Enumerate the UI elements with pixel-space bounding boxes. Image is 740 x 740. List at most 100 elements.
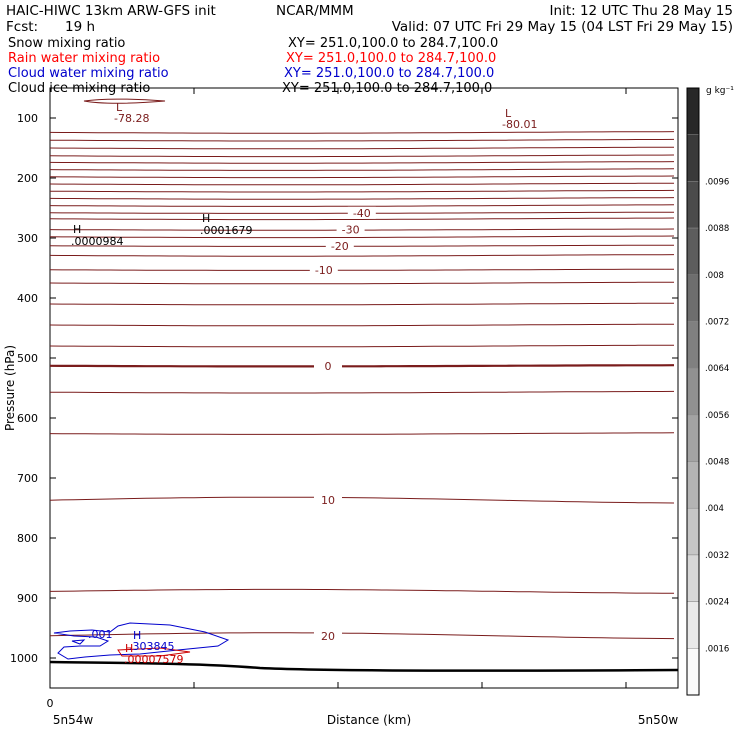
colorbar-tick-label: .0016 [705,644,729,654]
extremum-h4-symbol: H [125,642,133,655]
legend-snow-xy: XY= 251.0,100.0 to 284.7,100.0 [288,36,498,51]
contour-line [49,364,675,368]
fcst-value: 19 h [65,19,95,35]
contour-line [49,182,675,186]
colorbar-bin [686,367,700,416]
contour-line [49,168,675,171]
extremum-h1-value: .0000984 [71,235,124,248]
extremum-h2-symbol: H [202,212,210,225]
legend-cloud-water-xy: XY= 251.0,100.0 to 284.7,100.0 [284,66,494,81]
contour-label-bg [314,629,342,642]
extremum-h3-value: .303845 [129,640,175,653]
colorbar-unit: g kg⁻¹ [706,86,734,96]
colorbar-bin [686,648,700,696]
y-tick-label: 1000 [10,652,38,665]
colorbar-tick-label: .0072 [705,317,729,327]
y-tick-label: 200 [17,172,38,185]
contour-line [49,588,675,594]
contour-label-bg [325,239,354,252]
init-time: Init: 12 UTC Thu 28 May 15 [550,3,733,19]
colorbar: .0096 .0088 .008 .0072 .0064 .0056 .0048 .004 .0… [686,87,729,696]
contour-line [49,496,675,504]
plot-frame [49,87,679,689]
colorbar-tick-label: .0048 [705,458,729,468]
contour-line [49,268,675,271]
valid-time: Valid: 07 UTC Fri 29 May 15 (04 LST Fri … [392,19,733,35]
contour-line [49,281,675,285]
top-contour [83,98,166,104]
y-tick-label: 500 [17,352,38,365]
contour-line [49,344,675,348]
title-left: HAIC-HIWC 13km ARW-GFS init [6,3,216,19]
contour-line [49,154,675,158]
field-legend: Snow mixing ratio XY= 251.0,100.0 to 284… [8,36,498,96]
x-axis [193,88,627,688]
contour-label: -40 [353,207,371,220]
colorbar-tick-label: .0064 [705,364,729,374]
contour-label-bg [309,263,338,276]
colorbar-tick-label: .0032 [705,551,729,561]
y-tick-label: 600 [17,412,38,425]
contour-label-bg [336,223,365,236]
x-axis-label: Distance (km) [327,713,411,727]
y-tick-label: 800 [17,532,38,545]
contour-line [49,244,675,247]
x-end-label-right: 5n50w [638,713,679,727]
extremum-l2-symbol: L [505,107,512,120]
contour-label-bg [314,359,342,372]
colorbar-bin [686,87,700,135]
contour-line [49,432,675,435]
contour-label-bg [314,494,342,507]
colorbar-tick-label: .004 [705,504,724,514]
contour-line [49,217,675,221]
x-end-label-left: 5n54w [53,713,94,727]
extremum-h2-value: .0001679 [200,224,253,237]
contour-line [49,390,675,394]
colorbar-bin [686,461,700,509]
colorbar-bin [686,601,700,649]
contour-line [49,302,675,306]
contour-line [49,189,675,193]
colorbar-tick-label: .0088 [705,224,729,234]
colorbar-bin [686,554,700,602]
contour-label: 20 [321,630,335,643]
contour-line [49,161,675,164]
contour-line [49,632,675,640]
terrain-line [49,660,679,672]
title-center: NCAR/MMM [276,3,354,19]
extremum-h4-value: .00007579 [124,653,184,666]
extremum-h1-symbol: H [73,223,81,236]
colorbar-frame [686,87,700,696]
contour-line [49,138,675,142]
colorbar-bin [686,414,700,462]
y-axis-label: Pressure (hPa) [3,345,17,431]
fcst-label: Fcst: [6,19,38,35]
y-tick-label: 300 [17,232,38,245]
extremum-l1-symbol: L [116,101,123,114]
extremum-l1-value: -78.28 [114,112,149,125]
contour-line [49,204,675,207]
colorbar-bin [686,321,700,369]
legend-rain-name: Rain water mixing ratio [8,51,160,66]
extremum-l2-value: -80.01 [502,118,537,131]
cloud-water-contour [53,622,230,660]
contour-label: -30 [342,224,360,237]
cloud-water-label: .001 [88,628,113,641]
contour-line [49,197,675,200]
colorbar-tick-label: .0024 [705,598,729,608]
legend-snow-name: Snow mixing ratio [8,36,125,51]
y-tick-label: 700 [17,472,38,485]
colorbar-tick-label: .0096 [705,177,729,187]
colorbar-bin [686,507,700,556]
contour-line [49,254,675,257]
contour-label-bg [347,206,376,219]
contour-line [49,131,675,134]
contour-line [49,323,675,327]
legend-cloud-water-name: Cloud water mixing ratio [8,66,169,81]
y-tick-label: 400 [17,292,38,305]
contour-label: -20 [331,240,349,253]
contour-label: 0 [325,360,332,373]
colorbar-tick-label: .0056 [705,411,729,421]
